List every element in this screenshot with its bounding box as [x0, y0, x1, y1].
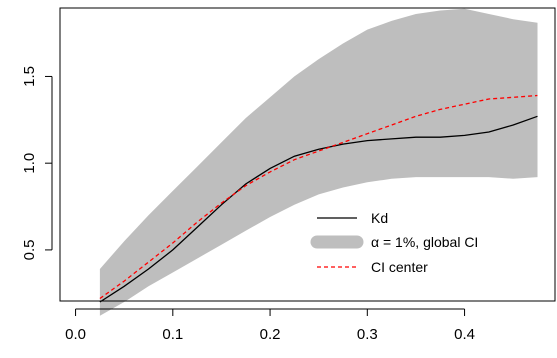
plot-frame	[59, 7, 556, 302]
ci-band-layer	[99, 8, 538, 316]
legend-label-kd: Kd	[371, 210, 388, 226]
series-line-ci-center	[99, 94, 538, 300]
series-line-kd	[99, 115, 538, 303]
x-tick-label: 0.4	[454, 326, 475, 343]
x-tick-label: 0.2	[260, 326, 281, 343]
x-axis: 0.0 0.1 0.2 0.3 0.4	[65, 308, 475, 343]
y-tick-label: 1.0	[21, 153, 38, 174]
x-tick-label: 0.0	[65, 326, 86, 343]
legend-label-ci-center: CI center	[371, 259, 428, 275]
y-tick-label: 1.5	[21, 66, 38, 87]
legend: Kd α = 1%, global CI CI center	[310, 210, 478, 275]
series-layer	[99, 94, 538, 303]
ci-band	[99, 8, 538, 316]
plot-area	[99, 8, 538, 316]
y-tick-label: 0.5	[21, 239, 38, 260]
legend-label-ci-band: α = 1%, global CI	[371, 234, 478, 250]
y-axis: 0.5 1.0 1.5	[21, 66, 53, 260]
x-tick-label: 0.3	[357, 326, 378, 343]
x-tick-label: 0.1	[162, 326, 183, 343]
